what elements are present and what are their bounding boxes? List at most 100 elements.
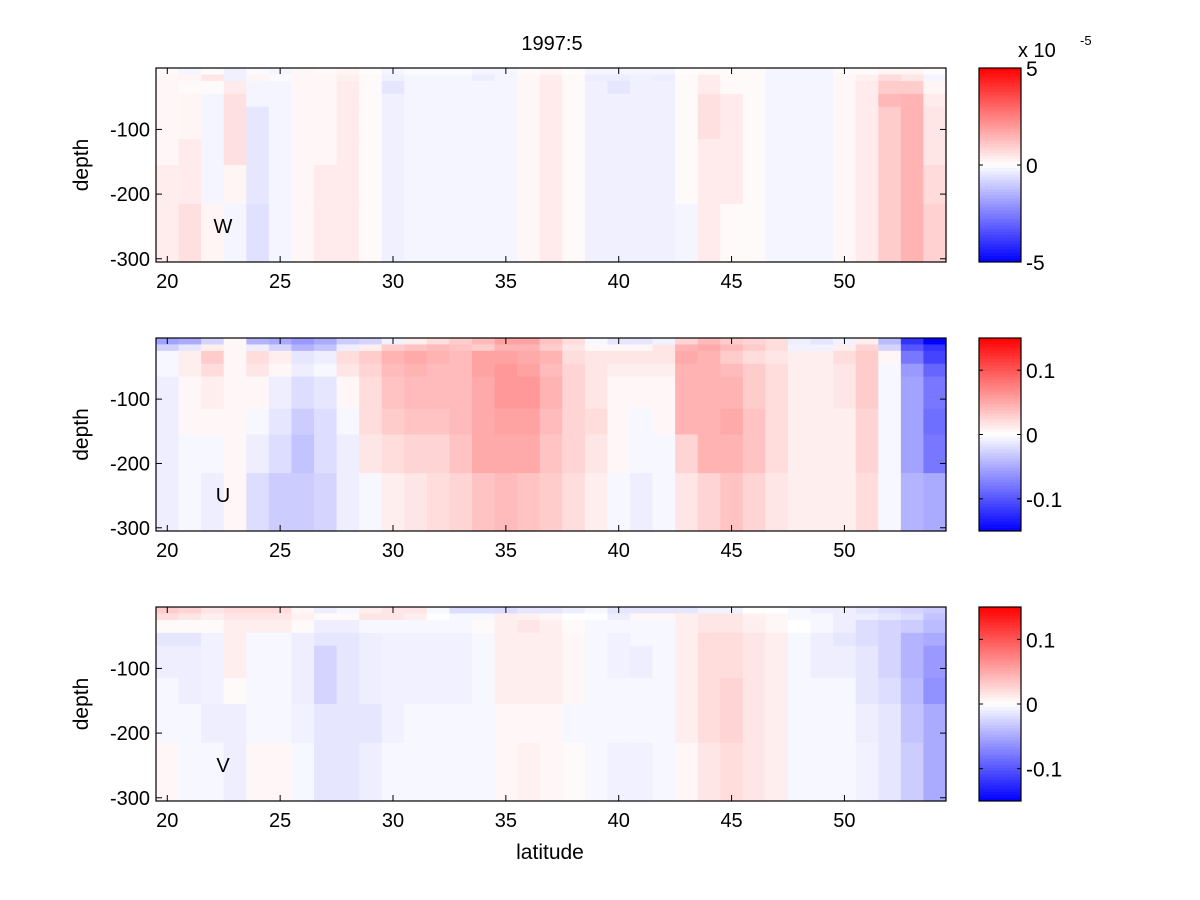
- heatmap-cell: [246, 376, 270, 410]
- colorbar-swatch: [979, 464, 1021, 469]
- heatmap-cell: [697, 344, 721, 352]
- heatmap-cell: [652, 165, 676, 205]
- heatmap-cell: [765, 619, 789, 634]
- heatmap-cell: [291, 434, 315, 474]
- colorbar-swatch: [979, 392, 1021, 396]
- plot-frame: [155, 67, 947, 263]
- heatmap-cell: [607, 350, 631, 365]
- heatmap-cell: [810, 74, 834, 82]
- heatmap-cell: [810, 678, 834, 705]
- colorbar-swatch: [979, 619, 1021, 623]
- heatmap-cell: [517, 363, 541, 378]
- heatmap-cell: [788, 408, 812, 436]
- heatmap-cell: [156, 704, 180, 744]
- heatmap-cell: [765, 704, 789, 744]
- colorbar-swatch: [979, 722, 1021, 726]
- heatmap-cell: [720, 106, 744, 140]
- heatmap-cell: [788, 363, 812, 378]
- heatmap-cell: [223, 344, 247, 352]
- heatmap-cell: [900, 619, 925, 634]
- heatmap-cell: [223, 613, 247, 621]
- heatmap-cell: [900, 607, 925, 615]
- heatmap-cell: [630, 408, 654, 436]
- colorbar-swatch: [979, 207, 1021, 211]
- heatmap-cell: [900, 203, 925, 263]
- colorbar-swatch: [979, 189, 1021, 193]
- heatmap-cell: [697, 408, 721, 436]
- heatmap-cell: [223, 363, 247, 378]
- heatmap-cell: [156, 473, 180, 532]
- heatmap-cell: [314, 678, 338, 705]
- heatmap-cell: [675, 68, 699, 76]
- colorbar-tick-label: 0: [1026, 425, 1038, 448]
- heatmap-cell: [652, 607, 676, 615]
- heatmap-cell: [223, 80, 247, 95]
- heatmap-cell: [268, 619, 293, 634]
- heatmap-cell: [855, 74, 879, 82]
- heatmap-cell: [178, 632, 202, 647]
- colorbar-swatch: [979, 631, 1021, 635]
- heatmap-cell: [900, 344, 925, 352]
- heatmap-cell: [630, 350, 654, 365]
- heatmap-cell: [855, 338, 879, 346]
- heatmap-cell: [517, 632, 541, 647]
- colorbar-swatch: [979, 252, 1021, 257]
- heatmap-cell: [426, 93, 451, 108]
- colorbar-swatch: [979, 509, 1021, 514]
- heatmap-cell: [268, 678, 293, 705]
- heatmap-cell: [426, 645, 451, 679]
- heatmap-cell: [336, 363, 360, 378]
- heatmap-cell: [697, 80, 721, 95]
- heatmap-cell: [223, 678, 247, 705]
- heatmap-cell: [833, 645, 857, 679]
- colorbar-swatch: [979, 682, 1021, 687]
- heatmap-cell: [630, 607, 654, 615]
- heatmap-cell: [156, 613, 180, 621]
- colorbar-swatch: [979, 398, 1021, 402]
- plot-frame: [155, 337, 947, 532]
- heatmap-cell: [765, 350, 789, 365]
- colorbar-swatch: [979, 697, 1021, 702]
- heatmap-cell: [539, 203, 563, 263]
- heatmap-cell: [381, 434, 405, 474]
- heatmap-cell: [584, 619, 609, 634]
- heatmap-cell: [833, 350, 857, 365]
- heatmap-cell: [765, 607, 789, 615]
- heatmap-cell: [314, 363, 338, 378]
- colorbar-swatch: [979, 228, 1021, 233]
- heatmap-cell: [336, 139, 360, 166]
- heatmap-cell: [855, 139, 879, 166]
- heatmap-cell: [720, 139, 744, 166]
- heatmap-cell: [607, 344, 631, 352]
- colorbar-swatch: [979, 374, 1021, 378]
- heatmap-cell: [878, 93, 902, 108]
- heatmap-cell: [404, 363, 428, 378]
- colorbar-swatch: [979, 152, 1021, 157]
- heatmap-cell: [652, 93, 676, 108]
- heatmap-cell: [472, 106, 496, 140]
- heatmap-cell: [675, 80, 699, 95]
- y-tick-label: -200: [110, 184, 150, 206]
- heatmap-cell: [268, 80, 293, 95]
- heatmap-cell: [404, 93, 428, 108]
- heatmap-cell: [314, 645, 338, 679]
- heatmap-cell: [426, 376, 451, 410]
- heatmap-cell: [291, 106, 315, 140]
- heatmap-cell: [630, 434, 654, 474]
- x-tick-label: 30: [382, 540, 404, 562]
- heatmap-cell: [742, 139, 767, 166]
- heatmap-cell: [697, 203, 721, 263]
- colorbar-swatch: [979, 83, 1021, 87]
- colorbar-swatch: [979, 98, 1021, 102]
- heatmap-cell: [810, 704, 834, 744]
- heatmap-cell: [404, 742, 428, 802]
- heatmap-cell: [201, 106, 225, 140]
- heatmap-cell: [494, 632, 518, 647]
- heatmap-cell: [630, 619, 654, 634]
- heatmap-cell: [720, 350, 744, 365]
- heatmap-cell: [833, 742, 857, 802]
- heatmap-cell: [336, 434, 360, 474]
- heatmap-cell: [900, 678, 925, 705]
- heatmap-cell: [923, 165, 947, 205]
- heatmap-cell: [404, 203, 428, 263]
